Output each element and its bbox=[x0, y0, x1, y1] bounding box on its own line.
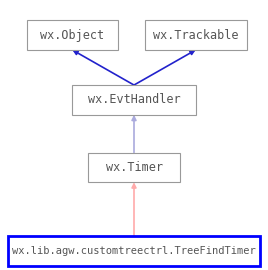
Text: wx.lib.agw.customtreectrl.TreeFindTimer: wx.lib.agw.customtreectrl.TreeFindTimer bbox=[12, 246, 256, 256]
FancyBboxPatch shape bbox=[88, 153, 180, 182]
FancyBboxPatch shape bbox=[72, 85, 196, 115]
FancyBboxPatch shape bbox=[27, 20, 118, 50]
FancyBboxPatch shape bbox=[8, 236, 260, 266]
Text: wx.Trackable: wx.Trackable bbox=[153, 29, 239, 42]
Text: wx.Object: wx.Object bbox=[40, 29, 105, 42]
Text: wx.EvtHandler: wx.EvtHandler bbox=[88, 93, 180, 106]
Text: wx.Timer: wx.Timer bbox=[106, 161, 162, 174]
FancyBboxPatch shape bbox=[145, 20, 247, 50]
